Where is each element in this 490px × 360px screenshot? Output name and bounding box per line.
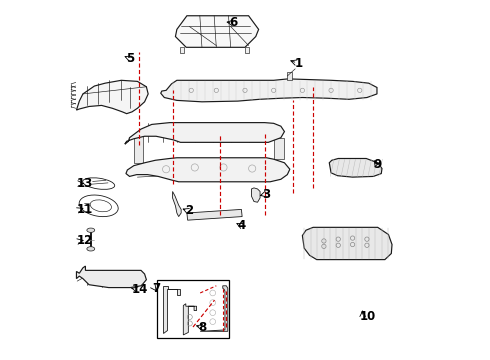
Polygon shape	[200, 286, 228, 331]
Polygon shape	[329, 158, 382, 177]
Text: 3: 3	[262, 188, 270, 201]
Text: 7: 7	[152, 282, 160, 295]
Polygon shape	[126, 158, 290, 182]
Polygon shape	[251, 188, 260, 202]
Polygon shape	[175, 16, 259, 47]
FancyBboxPatch shape	[157, 280, 229, 338]
Polygon shape	[134, 136, 143, 163]
Ellipse shape	[87, 228, 95, 232]
Text: 12: 12	[77, 234, 94, 247]
Text: 8: 8	[198, 320, 207, 333]
Text: 9: 9	[373, 158, 381, 171]
Polygon shape	[287, 72, 293, 80]
Text: 10: 10	[360, 310, 376, 324]
Polygon shape	[161, 79, 377, 102]
Text: 13: 13	[77, 177, 94, 190]
Text: 5: 5	[126, 51, 134, 64]
Polygon shape	[125, 123, 285, 144]
Polygon shape	[172, 192, 181, 217]
Text: 1: 1	[294, 57, 303, 69]
Text: 2: 2	[185, 204, 193, 217]
Polygon shape	[163, 286, 180, 333]
Polygon shape	[187, 210, 242, 220]
Text: 14: 14	[132, 283, 148, 296]
Polygon shape	[180, 47, 184, 53]
Text: 11: 11	[77, 203, 94, 216]
Polygon shape	[274, 138, 285, 159]
Ellipse shape	[87, 247, 95, 251]
Text: 6: 6	[230, 17, 238, 30]
Polygon shape	[76, 266, 147, 288]
Polygon shape	[76, 80, 148, 114]
Text: 4: 4	[238, 219, 245, 232]
Polygon shape	[183, 304, 196, 335]
Polygon shape	[302, 227, 392, 260]
Polygon shape	[245, 47, 249, 53]
